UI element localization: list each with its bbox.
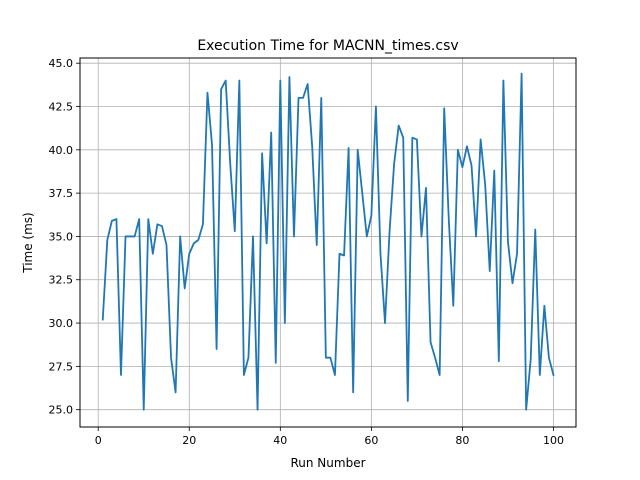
x-tick-label: 0 [95, 434, 102, 447]
series-group [101, 72, 555, 411]
series-line-0 [101, 72, 555, 411]
tick-marks [76, 62, 554, 431]
plot-frame [79, 57, 577, 428]
grid-lines [80, 58, 576, 427]
y-tick-label: 40.0 [49, 144, 74, 157]
y-tick-label: 25.0 [49, 404, 74, 417]
x-tick-label: 60 [364, 434, 378, 447]
x-tick-label: 40 [273, 434, 287, 447]
x-axis-title: Run Number [290, 456, 365, 470]
y-tick-label: 45.0 [49, 57, 74, 70]
y-tick-label: 27.5 [49, 360, 74, 373]
y-axis-title: Time (ms) [21, 212, 35, 274]
x-tick-label: 20 [182, 434, 196, 447]
x-tick-label: 100 [543, 434, 564, 447]
y-tick-label: 42.5 [49, 101, 74, 114]
y-tick-label: 32.5 [49, 274, 74, 287]
y-tick-label: 35.0 [49, 230, 74, 243]
x-tick-label: 80 [455, 434, 469, 447]
chart-title: Execution Time for MACNN_times.csv [197, 38, 458, 54]
tick-labels: 0 20 40 60 80 100 25.0 27.5 30.0 32.5 35.0 37.5 40.0… [49, 57, 564, 447]
y-tick-label: 30.0 [49, 317, 74, 330]
y-tick-label: 37.5 [49, 187, 74, 200]
